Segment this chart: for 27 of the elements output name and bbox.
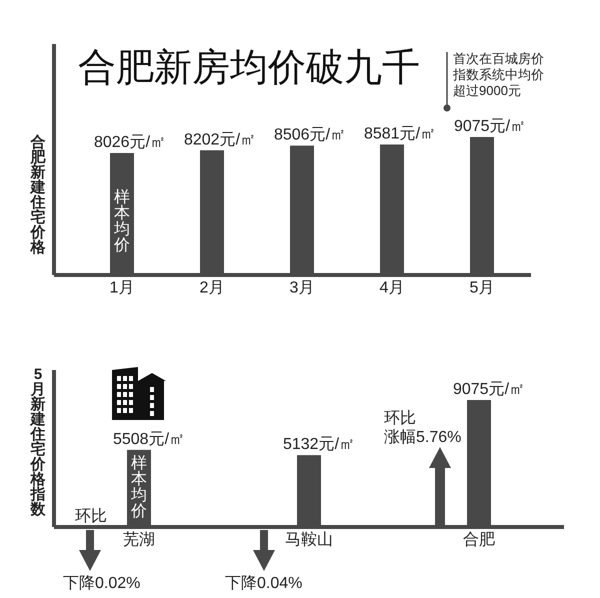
text: 下降0.02% (63, 575, 140, 594)
text: 首次在百城房价指数系统中均价超过9000元 (453, 51, 545, 99)
annotation: 环比 (384, 410, 416, 428)
text: 下降0.04% (225, 575, 302, 594)
data-label: 8202元/㎡ (184, 131, 256, 148)
x-tick-label: 1月 (110, 279, 134, 296)
annotation: 样本均价 (113, 189, 131, 254)
annotation: 样本均价 (130, 455, 148, 520)
data-label: 8581元/㎡ (364, 126, 436, 143)
x-tick-label: 3月 (290, 279, 314, 296)
y-axis-title: 合肥新建住宅价格 (28, 134, 47, 256)
data-label: 9075元/㎡ (454, 118, 526, 135)
chart-title: 合肥新房均价破九千 (78, 47, 420, 90)
x-tick-label: 芜湖 (123, 530, 155, 548)
x-tick-label: 2月 (200, 279, 224, 296)
x-tick-label: 4月 (380, 279, 404, 296)
data-label: 9075元/㎡ (452, 381, 526, 398)
x-tick-label: 5月 (470, 279, 494, 296)
data-label: 5132元/㎡ (282, 436, 356, 454)
text: 5月新建住宅价格指数 (30, 366, 46, 518)
x-tick-label: 合肥 (463, 530, 495, 548)
data-label: 8506元/㎡ (274, 126, 346, 144)
annotation: 涨幅5.76% (384, 429, 462, 448)
annotation: 环比 (75, 508, 107, 526)
x-tick-label: 马鞍山 (285, 530, 333, 548)
data-label: 8026元/㎡ (94, 134, 166, 151)
data-label: 5508元/㎡ (112, 430, 186, 448)
